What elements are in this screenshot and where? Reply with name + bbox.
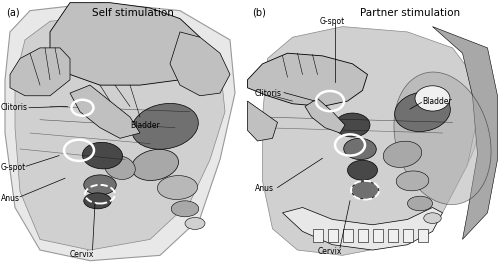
Ellipse shape (82, 142, 122, 169)
Ellipse shape (394, 72, 491, 205)
Ellipse shape (348, 160, 378, 180)
Polygon shape (170, 32, 230, 96)
Text: G-spot: G-spot (320, 17, 345, 26)
Text: Bladder: Bladder (422, 97, 452, 106)
Text: Self stimulation: Self stimulation (92, 8, 174, 18)
Polygon shape (388, 229, 398, 242)
Ellipse shape (335, 113, 370, 137)
Text: Partner stimulation: Partner stimulation (360, 8, 460, 18)
Polygon shape (305, 98, 345, 133)
Ellipse shape (132, 149, 178, 180)
Ellipse shape (132, 103, 198, 149)
Polygon shape (418, 229, 428, 242)
Ellipse shape (84, 193, 111, 209)
Ellipse shape (415, 86, 450, 111)
Text: G-spot: G-spot (1, 163, 26, 172)
Polygon shape (342, 229, 352, 242)
Polygon shape (5, 3, 235, 261)
Text: Clitoris: Clitoris (1, 103, 28, 112)
Ellipse shape (262, 43, 478, 213)
Polygon shape (312, 229, 322, 242)
Ellipse shape (394, 92, 450, 131)
Polygon shape (10, 48, 70, 96)
Text: (a): (a) (6, 8, 20, 18)
Ellipse shape (408, 196, 432, 211)
Ellipse shape (384, 141, 422, 167)
Ellipse shape (351, 182, 379, 199)
Ellipse shape (158, 176, 198, 200)
Polygon shape (358, 229, 368, 242)
Polygon shape (402, 229, 412, 242)
Polygon shape (50, 3, 200, 85)
Polygon shape (432, 27, 498, 239)
Ellipse shape (185, 218, 205, 229)
Ellipse shape (171, 201, 199, 217)
Text: Clitoris: Clitoris (255, 89, 282, 98)
Polygon shape (70, 85, 140, 138)
Text: Cervix: Cervix (70, 250, 94, 259)
Text: (b): (b) (252, 8, 266, 18)
Ellipse shape (424, 213, 442, 223)
Polygon shape (282, 207, 442, 250)
Polygon shape (248, 53, 368, 106)
Ellipse shape (104, 156, 136, 180)
Ellipse shape (396, 171, 429, 191)
Ellipse shape (84, 175, 116, 195)
Ellipse shape (344, 138, 376, 160)
Polygon shape (248, 101, 278, 141)
Polygon shape (328, 229, 338, 242)
Text: Bladder: Bladder (130, 120, 160, 130)
Text: Cervix: Cervix (318, 247, 342, 256)
Polygon shape (372, 229, 382, 242)
Text: Anus: Anus (1, 194, 20, 203)
Polygon shape (262, 27, 478, 255)
Text: Anus: Anus (255, 184, 274, 193)
Polygon shape (15, 16, 225, 250)
